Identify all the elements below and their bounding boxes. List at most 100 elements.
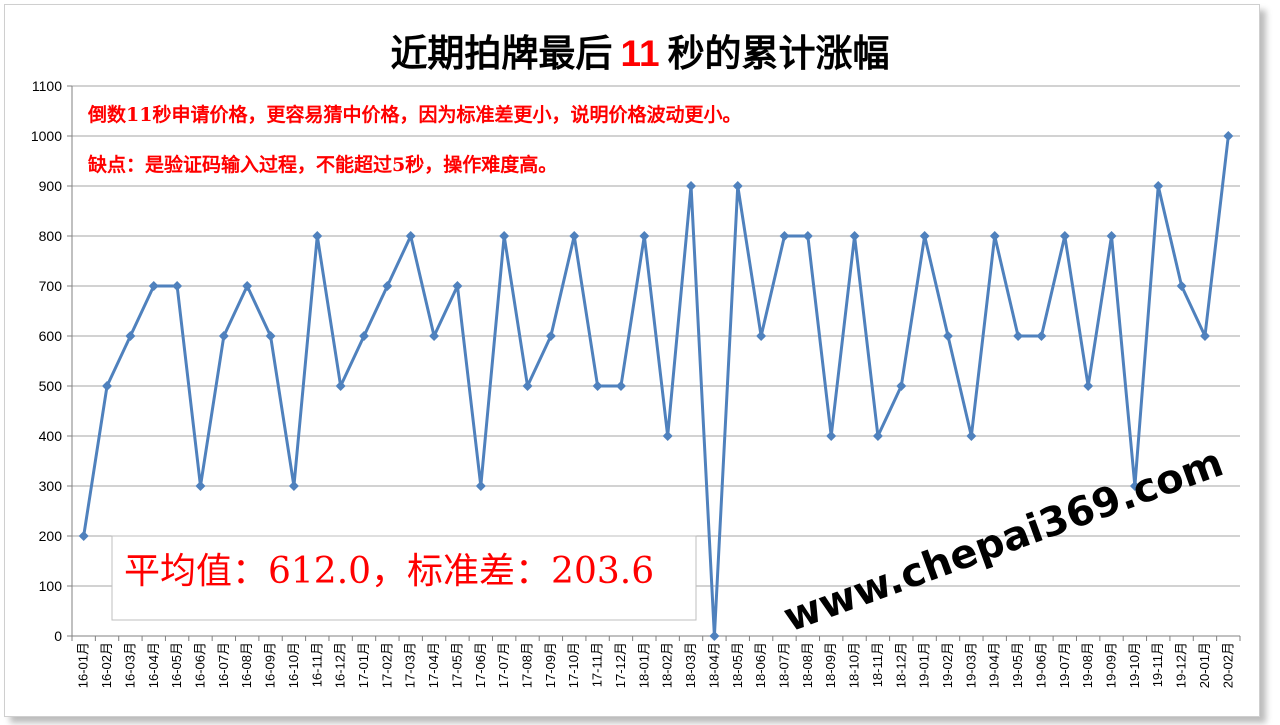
stats-box	[111, 535, 697, 621]
data-point-39	[989, 231, 1000, 241]
data-point-31	[802, 231, 813, 241]
data-point-4	[172, 281, 183, 291]
data-point-25	[662, 431, 673, 441]
data-point-32	[826, 431, 837, 441]
x-tick-label-41: 19-06月	[1033, 642, 1048, 688]
x-tick-label-23: 17-12月	[613, 642, 628, 688]
data-point-13	[382, 281, 393, 291]
y-tick-label-6: 600	[39, 328, 63, 344]
x-tick-label-1: 16-02月	[99, 642, 114, 688]
y-tick-label-1: 100	[39, 578, 63, 594]
data-point-17	[475, 481, 486, 491]
x-tick-label-42: 19-07月	[1057, 642, 1072, 688]
x-tick-label-36: 19-01月	[917, 642, 932, 688]
data-point-28	[732, 181, 743, 191]
x-tick-label-5: 16-06月	[192, 642, 207, 688]
x-tick-label-30: 18-07月	[776, 642, 791, 688]
data-point-9	[288, 481, 299, 491]
x-tick-label-28: 18-05月	[730, 642, 745, 688]
data-point-26	[686, 181, 697, 191]
y-tick-label-2: 200	[39, 528, 63, 544]
x-tick-label-7: 16-08月	[239, 642, 254, 688]
x-tick-label-49: 20-02月	[1220, 642, 1235, 688]
data-point-14	[405, 231, 416, 241]
data-point-10	[312, 231, 323, 241]
data-point-43	[1083, 381, 1094, 391]
chart-title: 近期拍牌最后 11 秒的累计涨幅	[390, 32, 889, 75]
data-point-33	[849, 231, 860, 241]
chart-title-part-2: 秒的累计涨幅	[668, 32, 890, 75]
data-point-3	[148, 281, 159, 291]
x-tick-label-9: 16-10月	[286, 642, 301, 688]
data-point-21	[569, 231, 580, 241]
x-axis-ticks: 16-01月 16-02月 16-03月 16-04月 16-05月 16-06月 16-0…	[76, 642, 1236, 688]
x-tick-label-25: 18-02月	[660, 642, 675, 688]
data-point-20	[545, 331, 556, 341]
y-tick-label-10: 1000	[31, 128, 62, 144]
y-tick-label-0: 0	[54, 628, 62, 644]
x-tick-label-37: 19-02月	[940, 642, 955, 688]
x-tick-label-13: 17-02月	[379, 642, 394, 688]
annotation-1: 倒数11秒申请价格，更容易猜中价格，因为标准差更小，说明价格波动更小。	[87, 103, 741, 126]
x-tick-label-19: 17-08月	[520, 642, 535, 688]
data-point-49	[1223, 131, 1234, 141]
data-point-30	[779, 231, 790, 241]
y-tick-label-11: 1100	[32, 78, 62, 94]
x-tick-label-0: 16-01月	[76, 642, 91, 688]
x-tick-label-10: 16-11月	[309, 642, 324, 687]
data-point-12	[359, 331, 369, 341]
x-tick-label-20: 17-09月	[543, 642, 558, 688]
data-point-23	[615, 381, 626, 391]
chart-title-part-1: 近期拍牌最后	[390, 32, 612, 75]
data-point-7	[242, 281, 253, 291]
x-tick-label-12: 17-01月	[356, 642, 371, 688]
stats-label: 平均值：612.0，标准差：203.6	[124, 551, 654, 592]
y-axis-ticks: 0 100 200 300 400 500 600 700 800 900 1000 1100	[31, 78, 62, 644]
y-tick-label-4: 400	[39, 428, 63, 444]
x-tick-label-11: 16-12月	[333, 642, 348, 688]
x-tick-label-44: 19-09月	[1104, 642, 1119, 688]
data-point-27	[709, 631, 720, 641]
x-tick-label-8: 16-09月	[263, 642, 278, 688]
x-tick-label-31: 18-08月	[800, 642, 815, 688]
data-point-37	[943, 331, 953, 341]
data-point-1	[102, 381, 113, 391]
data-point-38	[966, 431, 977, 441]
data-point-24	[639, 231, 650, 241]
x-tick-label-35: 18-12月	[893, 642, 908, 688]
data-point-46	[1153, 181, 1164, 191]
x-tick-label-15: 17-04月	[426, 642, 441, 688]
x-tick-label-39: 19-04月	[987, 642, 1002, 688]
x-tick-label-47: 19-12月	[1174, 642, 1189, 688]
y-tick-label-7: 700	[39, 278, 63, 294]
data-point-11	[335, 381, 346, 391]
axes	[67, 85, 1241, 641]
x-tick-label-21: 17-10月	[566, 642, 581, 688]
x-tick-label-22: 17-11月	[590, 642, 605, 687]
data-point-29	[756, 331, 767, 341]
data-point-34	[872, 431, 883, 441]
data-point-15	[429, 331, 440, 341]
x-tick-label-2: 16-03月	[122, 642, 137, 688]
chart-title-accent: 11	[620, 33, 659, 74]
y-tick-label-9: 900	[39, 178, 63, 194]
data-point-6	[218, 331, 229, 341]
y-tick-label-8: 800	[39, 228, 63, 244]
x-tick-label-26: 18-03月	[683, 642, 698, 688]
data-point-0	[78, 531, 89, 541]
data-point-22	[592, 381, 603, 391]
x-tick-label-16: 17-05月	[449, 642, 464, 688]
x-tick-label-17: 17-06月	[473, 642, 488, 688]
data-point-8	[265, 331, 276, 341]
series-line-group	[78, 131, 1234, 641]
y-tick-label-5: 500	[39, 378, 63, 394]
data-point-48	[1199, 331, 1210, 341]
x-tick-label-32: 18-09月	[823, 642, 838, 688]
x-tick-label-3: 16-04月	[146, 642, 161, 688]
data-point-19	[522, 381, 533, 391]
x-tick-label-43: 19-08月	[1080, 642, 1095, 688]
data-point-16	[452, 281, 463, 291]
data-point-2	[125, 331, 136, 341]
data-point-5	[195, 481, 206, 491]
x-tick-label-40: 19-05月	[1010, 642, 1025, 688]
